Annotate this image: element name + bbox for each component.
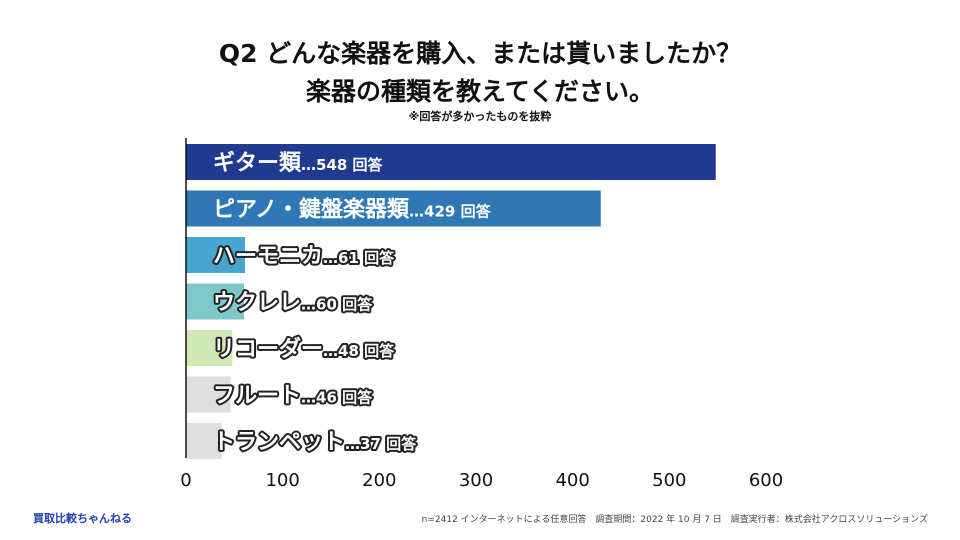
bar-0 [186,144,716,180]
x-tick-label-4: 400 [555,470,589,491]
x-tick-label-5: 500 [652,470,686,491]
x-tick-label-2: 200 [362,470,396,491]
bar-5 [186,376,231,413]
bar-label-3: ウクレレ…60 回答 [213,291,373,316]
bar-4 [186,330,233,366]
survey-info: n=2412 インターネットによる任意回答 調査期間：2022 年 10 月 7… [421,515,928,525]
bar-label-2: ハーモニカ…61 回答 [213,244,395,269]
bar-3 [186,283,244,320]
bar-2 [186,237,245,273]
bar-6 [186,423,222,459]
x-tick-label-3: 300 [459,470,493,491]
chart-note: ※回答が多かったものを抜粋 [408,110,552,123]
x-tick-label-0: 0 [180,470,191,491]
bar-label-1: ピアノ・鍵盤楽器類…429 回答 [213,197,492,223]
bar-label-6: トランペット…37 回答 [213,430,417,455]
chart-title-line1: Q2 どんな楽器を購入、または貰いましたか？ [218,39,742,68]
chart-title-line2: 楽器の種類を教えてください。 [305,77,654,106]
x-tick-label-1: 100 [265,470,299,491]
bar-label-4: リコーダー…48 回答 [213,336,395,362]
bar-label-0: ギター類…548 回答 [213,151,384,176]
bar-1 [186,190,601,227]
x-tick-label-6: 600 [749,470,783,491]
bar-label-5: フルート…46 回答 [213,384,373,409]
brand-label: 買取比較ちゃんねる [33,512,132,525]
